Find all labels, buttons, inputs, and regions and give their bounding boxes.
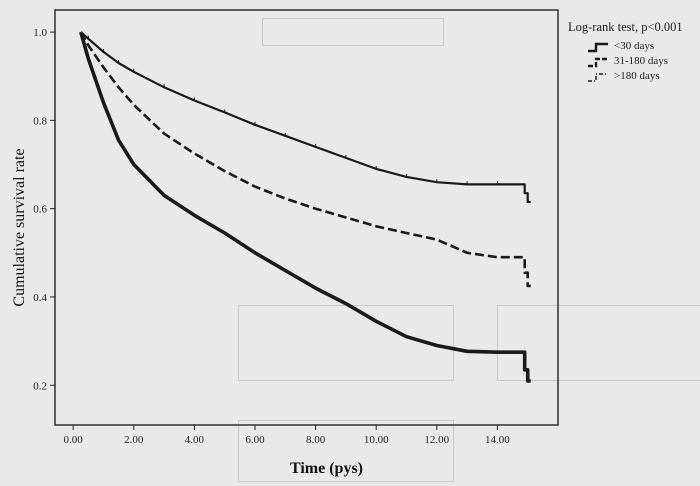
y-tick-label: 0.6 — [33, 204, 47, 216]
y-tick-label: 0.4 — [33, 292, 47, 304]
x-tick-label: 2.00 — [124, 434, 144, 446]
y-tick-label: 1.0 — [33, 27, 47, 39]
x-tick-label: 0.00 — [64, 434, 84, 446]
series-line-31-180 — [79, 31, 531, 288]
y-axis-label: Cumulative survival rate — [11, 148, 28, 306]
x-tick-label: 12.00 — [424, 434, 449, 446]
legend-title: Log-rank test, p<0.001 — [568, 20, 683, 34]
x-tick-label: 4.00 — [185, 434, 205, 446]
legend-item-31-180: 31-180 days — [586, 54, 698, 69]
series-line-lt30 — [80, 31, 531, 204]
legend-item-gt180: >180 days — [586, 69, 698, 84]
legend-swatch-dash-dot — [588, 72, 608, 82]
x-tick-label: 8.00 — [306, 434, 326, 446]
x-tick-label: 6.00 — [245, 434, 265, 446]
legend: Log-rank test, p<0.001 <30 days 31-180 d… — [568, 20, 698, 84]
series-line-gt180 — [79, 31, 531, 383]
legend-swatch-dashed — [588, 57, 608, 67]
x-tick-label: 14.00 — [485, 434, 510, 446]
legend-label: >180 days — [614, 70, 660, 82]
legend-item-lt30: <30 days — [586, 39, 698, 54]
x-axis-label: Time (pys) — [290, 460, 363, 477]
legend-swatch-solid-fine — [588, 42, 608, 52]
legend-label: 31-180 days — [614, 55, 669, 67]
y-tick-label: 0.2 — [33, 380, 47, 392]
x-tick-label: 10.00 — [364, 434, 389, 446]
legend-label: <30 days — [614, 40, 655, 52]
background-ghost-box — [262, 18, 444, 46]
y-tick-label: 0.8 — [33, 115, 47, 127]
background-ghost-box — [497, 305, 700, 381]
background-ghost-box — [238, 420, 454, 482]
plot-frame — [54, 9, 559, 426]
